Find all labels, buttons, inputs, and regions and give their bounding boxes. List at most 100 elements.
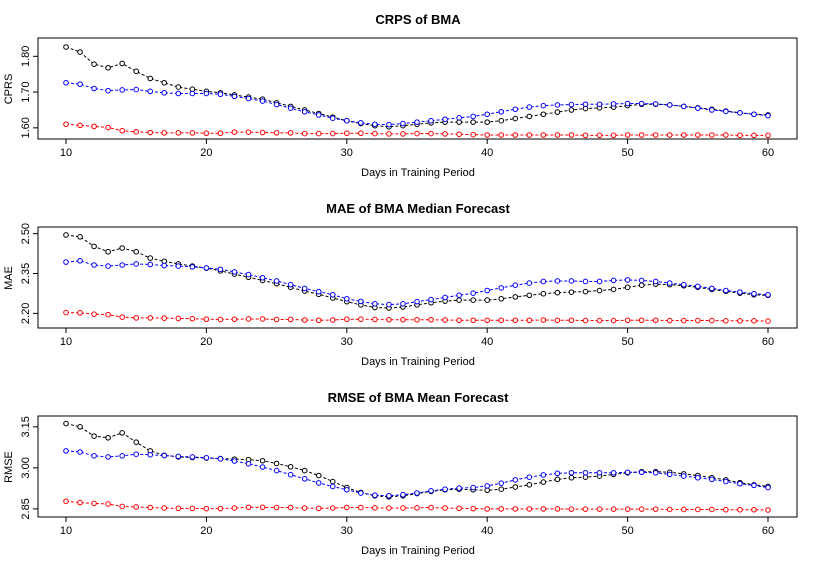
mae-series-black-point [512, 294, 519, 300]
rmse-x-ticks: 10 20 30 40 50 60 [60, 517, 774, 537]
mae-series-blue-point [344, 295, 350, 302]
crps-x-tick-label: 50 [621, 147, 633, 159]
rmse-series-red-point [652, 506, 659, 512]
mae-series-red-point [133, 315, 139, 321]
crps-series-red-point [456, 131, 462, 138]
crps-series-blue-point [498, 108, 505, 115]
rmse-series-blue-point [751, 482, 757, 489]
mae-series-blue-point [175, 263, 182, 269]
crps-series-blue-point [372, 121, 378, 128]
crps-series-blue-point [329, 115, 336, 121]
mae-series-red-point [91, 311, 97, 317]
rmse-series-red-point [344, 504, 350, 511]
crps-series-blue-point [442, 116, 448, 123]
crps-series-red-point [765, 132, 771, 139]
crps-series-red-point [638, 132, 645, 138]
mae-series-black-point [470, 297, 476, 303]
mae-series-red-point [428, 316, 434, 323]
crps-series-red-point [652, 132, 659, 138]
rmse-series-red-point [596, 506, 603, 512]
mae-series-red-point [498, 317, 505, 324]
rmse-series-red-point [751, 506, 757, 513]
crps-x-tick-label: 30 [341, 147, 353, 159]
crps-series-blue-point [217, 91, 224, 98]
rmse-series-black-point [554, 476, 561, 483]
mae-series-red-point [456, 317, 462, 324]
crps-series-red-point [470, 131, 476, 138]
crps-series-blue-point [119, 87, 125, 93]
rmse-series-black-point [498, 486, 505, 493]
rmse-series-black-point [540, 479, 547, 485]
rmse-series-black-point [259, 457, 266, 464]
crps-x-axis-label: Days in Training Period [361, 167, 475, 179]
crps-series-red-point [231, 129, 238, 135]
mae-series-black-point [484, 297, 491, 303]
mae-series-red-point [161, 315, 168, 321]
mae-x-tick-label: 10 [60, 336, 72, 348]
crps-series-black-point [526, 113, 533, 120]
mae-series-blue-point [231, 269, 238, 275]
mae-series-red-point [470, 317, 476, 324]
mae-series-blue-point [414, 298, 420, 305]
mae-series-black-point [147, 255, 154, 261]
crps-series-red-point [596, 132, 603, 139]
rmse-series-red-point [624, 506, 631, 512]
rmse-series-red-point [554, 506, 561, 512]
crps-series-red-point [526, 132, 533, 138]
rmse-series-blue-point [582, 469, 589, 476]
crps-series-blue-point [245, 95, 252, 102]
crps-series-red-point [610, 132, 617, 139]
rmse-series-blue-point [610, 469, 617, 476]
mae-series-blue-point [554, 278, 561, 284]
crps-series-blue-point [582, 101, 589, 108]
mae-series-blue-point [91, 262, 97, 268]
mae-series-red-point [203, 316, 210, 323]
crps-series-black-point [77, 49, 83, 55]
mae-series-red-point [414, 316, 420, 323]
rmse-series-red-point [526, 506, 533, 512]
mae-chart-title: MAE of BMA Median Forecast [326, 201, 510, 216]
rmse-series-red-point [301, 505, 308, 511]
rmse-series-red-point [456, 505, 462, 512]
crps-y-tick-label: 1.70 [20, 81, 32, 102]
rmse-series-blue-point [568, 469, 575, 476]
crps-series-blue-point [638, 100, 645, 107]
mae-y-tick-label: 2.35 [20, 263, 32, 284]
mae-series-black-point [526, 292, 533, 299]
rmse-series-blue-point [456, 485, 462, 491]
rmse-series-red-point [315, 505, 322, 512]
mae-series-black-point [554, 289, 561, 296]
rmse-series-blue-point [147, 451, 154, 458]
crps-series-blue-point [386, 121, 392, 128]
mae-series-red-point [273, 316, 280, 323]
mae-series-blue-point [301, 285, 308, 292]
mae-series-red-point [512, 317, 519, 324]
mae-series-red-point [358, 316, 364, 323]
mae-series-black-line [65, 234, 769, 309]
mae-y-tick-label: 2.20 [20, 303, 32, 324]
rmse-series-red-point [231, 505, 238, 511]
rmse-series-black-point [526, 482, 533, 488]
rmse-series-blue-point [638, 469, 645, 476]
crps-series-blue-point [203, 90, 210, 97]
crps-series-blue-point [666, 102, 673, 108]
rmse-series-red-point [245, 504, 252, 511]
rmse-series-red-point [119, 503, 125, 510]
mae-series-blue-point [484, 287, 491, 294]
mae-series-blue-point [203, 265, 210, 271]
mae-series-blue-point [723, 287, 729, 294]
rmse-series-red-point [442, 505, 448, 511]
crps-series-layer [63, 44, 771, 139]
mae-series-black-point [133, 248, 139, 255]
crps-series-blue-point [133, 86, 139, 93]
mae-series-black-point [596, 287, 603, 294]
rmse-series-blue-point [329, 483, 336, 490]
mae-series-red-point [765, 318, 771, 324]
crps-series-black-point [470, 119, 476, 125]
mae-series-blue-point [695, 283, 701, 290]
crps-series-red-point [273, 130, 280, 136]
rmse-series-red-point [329, 505, 336, 511]
mae-series-blue-point [119, 262, 125, 268]
mae-series-red-point [610, 317, 617, 324]
